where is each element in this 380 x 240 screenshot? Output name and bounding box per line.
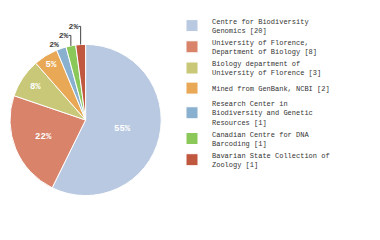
svg-text:2%: 2% [49,40,59,49]
svg-text:8%: 8% [30,82,41,92]
svg-text:2%: 2% [69,22,79,31]
svg-text:Research Center inBiodiversity: Research Center inBiodiversity and Genet… [212,100,313,126]
svg-text:5%: 5% [46,60,57,70]
svg-text:University of Florence,Departm: University of Florence,Department of Bio… [212,39,317,56]
svg-text:22%: 22% [35,132,52,142]
svg-text:2%: 2% [59,31,69,40]
svg-text:Mined from GenBank, NCBI [2]: Mined from GenBank, NCBI [2] [212,85,330,93]
svg-text:Canadian Centre for DNABarcodi: Canadian Centre for DNABarcoding [1] [212,131,309,148]
svg-text:55%: 55% [114,124,131,134]
svg-text:Biology department ofUniversit: Biology department ofUniversity of Flore… [212,60,321,77]
svg-text:Centre for BiodiversityGenomic: Centre for BiodiversityGenomics [20] [212,18,309,35]
svg-text:Bavarian State Collection ofZo: Bavarian State Collection ofZoology [1] [212,152,330,169]
